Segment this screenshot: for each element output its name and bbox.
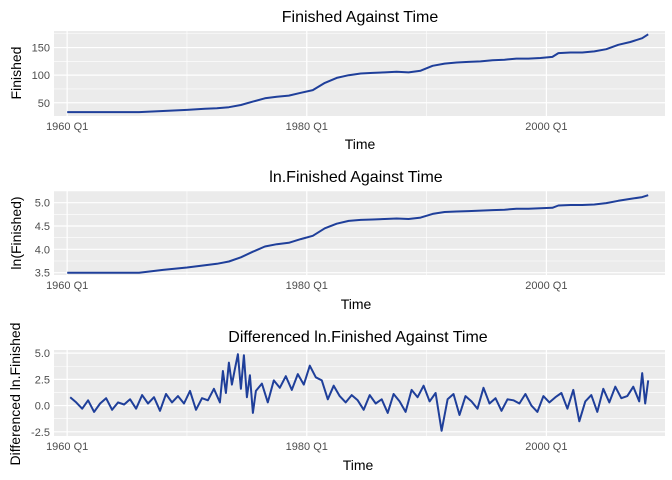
- grid-major-y: [54, 352, 665, 433]
- x-ticks: 1960 Q1 1980 Q1 2000 Q1: [46, 121, 567, 133]
- y-tick-label: 50: [38, 98, 50, 110]
- series-line-finished: [67, 33, 649, 114]
- x-tick-label: 2000 Q1: [525, 280, 567, 292]
- y-tick-label: 2.5: [35, 374, 50, 386]
- x-tick-label: 1960 Q1: [46, 280, 88, 292]
- chart-title: Differenced ln.Finished Against Time: [228, 329, 488, 346]
- y-tick-label: 150: [32, 43, 50, 55]
- y-axis-title: Differenced ln.Finished: [7, 323, 23, 466]
- chart-finished: 50 100 150 1960 Q1 1980 Q1 2000 Q1 Finis…: [8, 9, 665, 152]
- grid-major-x: [66, 350, 547, 436]
- plot-panel: [54, 350, 665, 436]
- y-ticks: -2.5 0.0 2.5 5.0: [31, 348, 50, 439]
- y-ticks: 50 100 150: [32, 43, 50, 110]
- x-tick-label: 1980 Q1: [286, 121, 328, 133]
- x-tick-label: 1960 Q1: [46, 121, 88, 133]
- grid-minor-x: [186, 31, 427, 116]
- y-ticks: 3.5 4.0 4.5 5.0: [35, 198, 50, 280]
- x-tick-label: 2000 Q1: [525, 441, 567, 453]
- y-tick-label: -2.5: [31, 427, 50, 439]
- chart-ln-finished: 3.5 4.0 4.5 5.0 1960 Q1 1980 Q1 2000 Q1 …: [8, 169, 665, 312]
- y-tick-label: 5.0: [35, 198, 50, 210]
- x-axis-title: Time: [341, 296, 372, 312]
- chart-title: Finished Against Time: [282, 9, 439, 26]
- y-tick-label: 3.5: [35, 268, 50, 280]
- x-tick-label: 1980 Q1: [286, 280, 328, 292]
- x-ticks: 1960 Q1 1980 Q1 2000 Q1: [46, 441, 567, 453]
- grid-major-y: [54, 33, 665, 104]
- y-tick-label: 100: [32, 70, 50, 82]
- x-axis-title: Time: [345, 136, 376, 152]
- x-tick-label: 1960 Q1: [46, 441, 88, 453]
- x-tick-label: 2000 Q1: [525, 121, 567, 133]
- x-ticks: 1960 Q1 1980 Q1 2000 Q1: [46, 280, 567, 292]
- y-tick-label: 0.0: [35, 401, 50, 413]
- chart-differenced-ln-finished: -2.5 0.0 2.5 5.0 1960 Q1 1980 Q1 2000 Q1…: [7, 323, 665, 473]
- y-tick-label: 4.5: [35, 221, 50, 233]
- chart-title: ln.Finished Against Time: [269, 169, 443, 186]
- grid-major-y: [54, 190, 665, 274]
- series-line-differenced-ln-finished: [69, 353, 650, 432]
- y-tick-label: 5.0: [35, 348, 50, 360]
- series-line-ln-finished: [67, 194, 649, 274]
- x-axis-title: Time: [343, 457, 374, 473]
- y-axis-title: Finished: [8, 47, 24, 100]
- x-tick-label: 1980 Q1: [286, 441, 328, 453]
- y-tick-label: 4.0: [35, 244, 50, 256]
- plot-panel: [54, 191, 665, 275]
- y-axis-title: ln(Finished): [8, 196, 24, 269]
- grid-major-x: [66, 31, 547, 116]
